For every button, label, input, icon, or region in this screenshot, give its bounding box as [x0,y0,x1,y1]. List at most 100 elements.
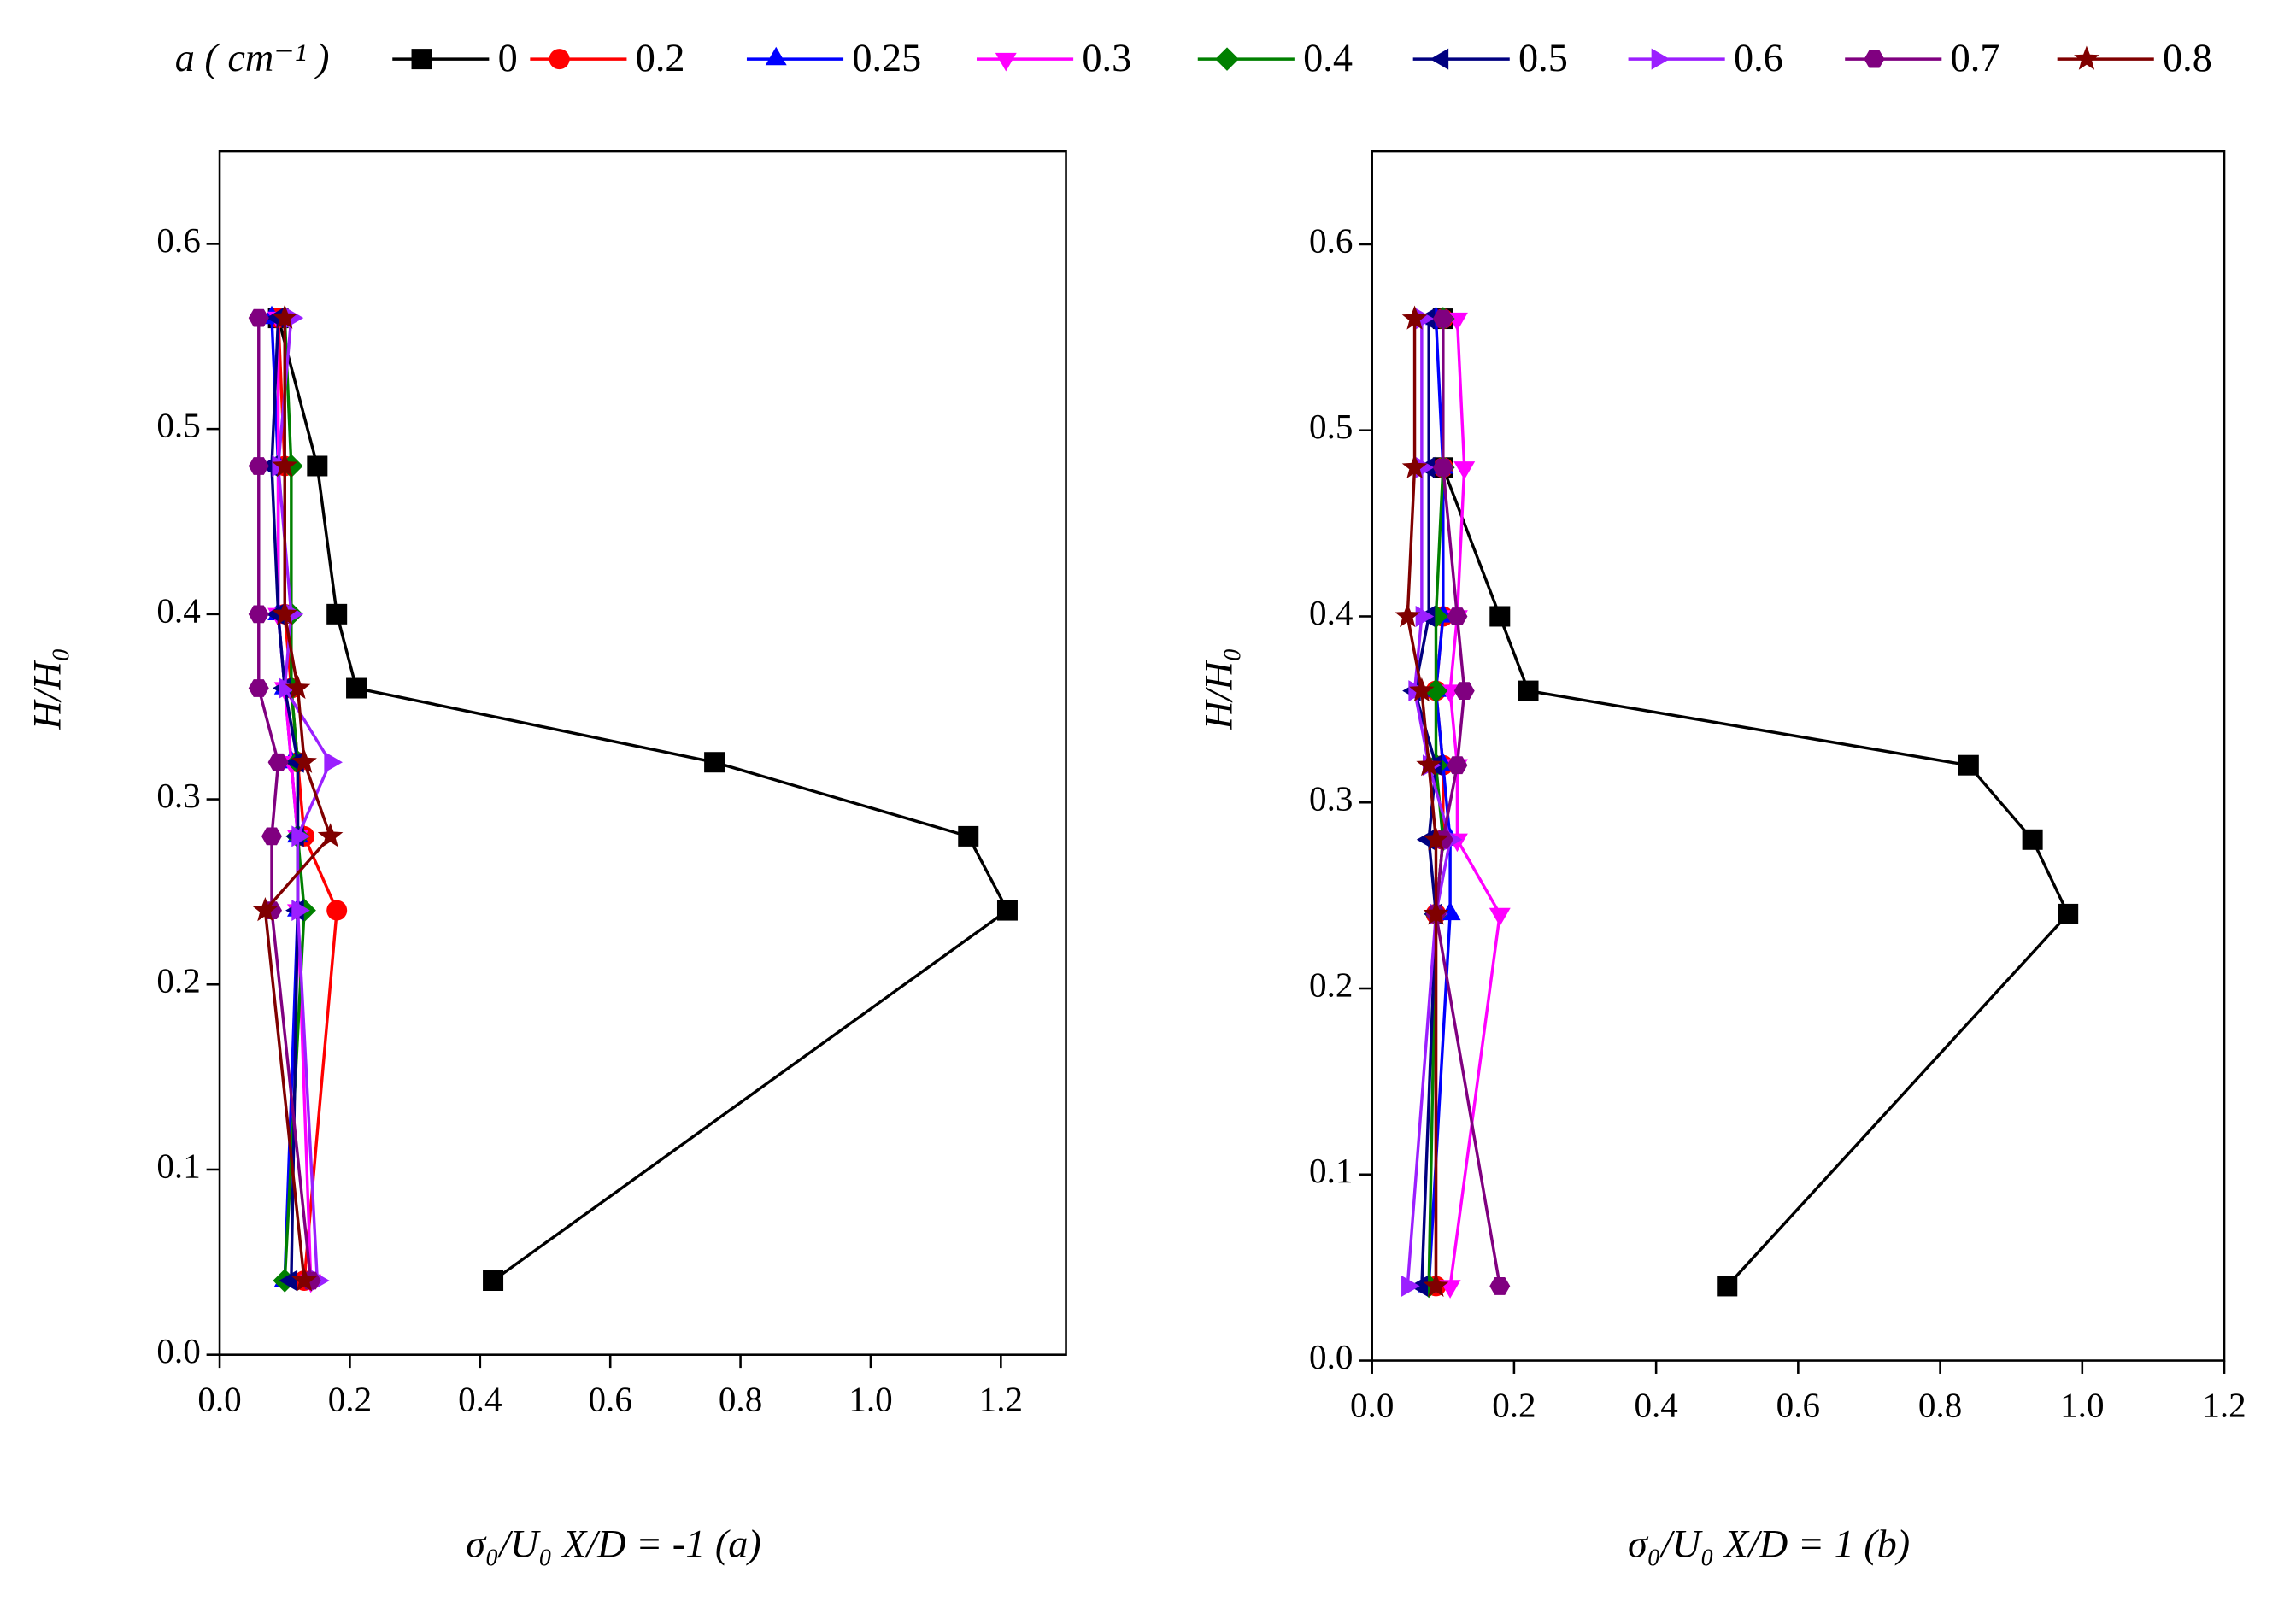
series-line [257,318,313,1281]
plot-frame [1371,150,2226,1362]
legend-label: 0 [498,37,518,80]
marker [1489,606,1511,627]
y-tick-label: 0.3 [1309,779,1353,818]
marker [291,1267,317,1292]
marker [1424,678,1448,703]
marker [1864,50,1885,68]
marker [1958,754,1979,776]
marker [248,679,269,697]
x-tick-label: 0.4 [458,1380,502,1419]
marker [1415,606,1435,627]
x-tick-label: 0.8 [719,1380,762,1419]
legend-label: 0.25 [852,37,921,80]
legend-label: 0.4 [1303,37,1353,80]
marker [1447,607,1468,625]
x-tick-label: 0.6 [589,1380,632,1419]
marker [1409,677,1435,702]
y-axis-title: H/H₀ [1198,648,1242,730]
marker [317,823,344,847]
marker [704,752,725,773]
marker [326,900,348,921]
x-tick-label: 0.2 [328,1380,372,1419]
marker [1432,458,1453,477]
marker [248,308,269,327]
marker [1453,682,1475,700]
marker [291,900,310,922]
y-tick-label: 0.2 [1309,965,1353,1004]
marker [307,455,328,477]
legend-label: 0.5 [1518,37,1568,80]
x-axis-title: σ₀/U₀ X/D = 1 (b) [1628,1522,1910,1566]
x-tick-label: 0.0 [197,1380,241,1419]
series-line [283,318,306,1281]
x-axis-title: σ₀/U₀ X/D = -1 (a) [466,1522,761,1566]
x-tick-label: 0.6 [1776,1386,1820,1425]
x-tick-label: 0.8 [1918,1386,1962,1425]
marker [1423,826,1449,851]
marker [291,748,317,773]
marker [958,825,979,847]
marker [285,674,311,700]
y-tick-label: 0.6 [156,220,200,260]
x-tick-label: 1.2 [979,1380,1023,1419]
marker [2074,45,2099,70]
marker [1432,309,1453,328]
series-line [263,318,332,1281]
marker [279,1270,298,1292]
marker [1651,48,1671,70]
marker [1518,680,1539,701]
marker [1416,752,1442,777]
y-tick-label: 0.4 [156,590,200,630]
legend-label: 0.8 [2163,37,2212,80]
x-tick-label: 1.2 [2202,1386,2246,1425]
marker [549,49,570,70]
legend-label: 0.2 [636,37,685,80]
marker [279,677,297,699]
y-tick-label: 0.5 [156,406,200,445]
y-axis-title: H/H₀ [26,648,70,730]
marker [1453,461,1476,480]
y-tick-label: 0.1 [156,1146,200,1185]
marker [765,46,787,66]
y-tick-label: 0.1 [1309,1151,1353,1190]
x-tick-label: 0.2 [1492,1386,1536,1425]
legend-label: 0.7 [1951,37,2000,80]
y-tick-label: 0.5 [1309,407,1353,446]
marker [248,605,269,624]
y-tick-label: 0.4 [1309,593,1353,632]
marker [1489,1277,1511,1295]
marker [1401,305,1428,330]
x-tick-label: 0.4 [1634,1386,1677,1425]
plot-frame [218,150,1067,1356]
y-tick-label: 0.0 [1309,1337,1353,1376]
marker [1717,1276,1738,1297]
marker [1215,47,1239,71]
marker [1423,1272,1449,1298]
marker [324,751,343,773]
marker [272,304,298,329]
y-tick-label: 0.6 [1309,220,1353,260]
marker [326,603,348,625]
marker [272,452,298,478]
marker [267,753,289,771]
marker [252,896,279,922]
x-tick-label: 1.0 [849,1380,892,1419]
marker [995,52,1017,72]
y-tick-label: 0.2 [156,961,200,1000]
marker [1447,756,1468,775]
marker [248,457,269,475]
legend-label: 0.6 [1734,37,1783,80]
x-tick-label: 1.0 [2060,1386,2104,1425]
marker [1401,454,1428,478]
marker [261,827,282,846]
y-tick-label: 0.3 [156,776,200,815]
marker [1489,907,1511,927]
marker [2058,903,2079,924]
marker [1395,602,1421,628]
marker [411,49,432,70]
marker [2022,829,2043,850]
y-tick-label: 0.0 [156,1331,200,1370]
